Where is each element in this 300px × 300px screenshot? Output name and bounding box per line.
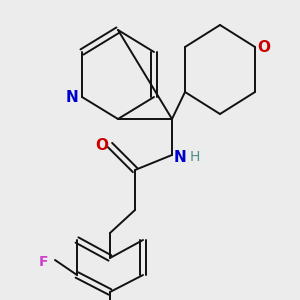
Text: O: O xyxy=(95,137,109,152)
Text: H: H xyxy=(190,150,200,164)
Text: N: N xyxy=(66,89,78,104)
Text: F: F xyxy=(38,255,48,269)
Text: N: N xyxy=(174,149,186,164)
Text: O: O xyxy=(257,40,271,55)
